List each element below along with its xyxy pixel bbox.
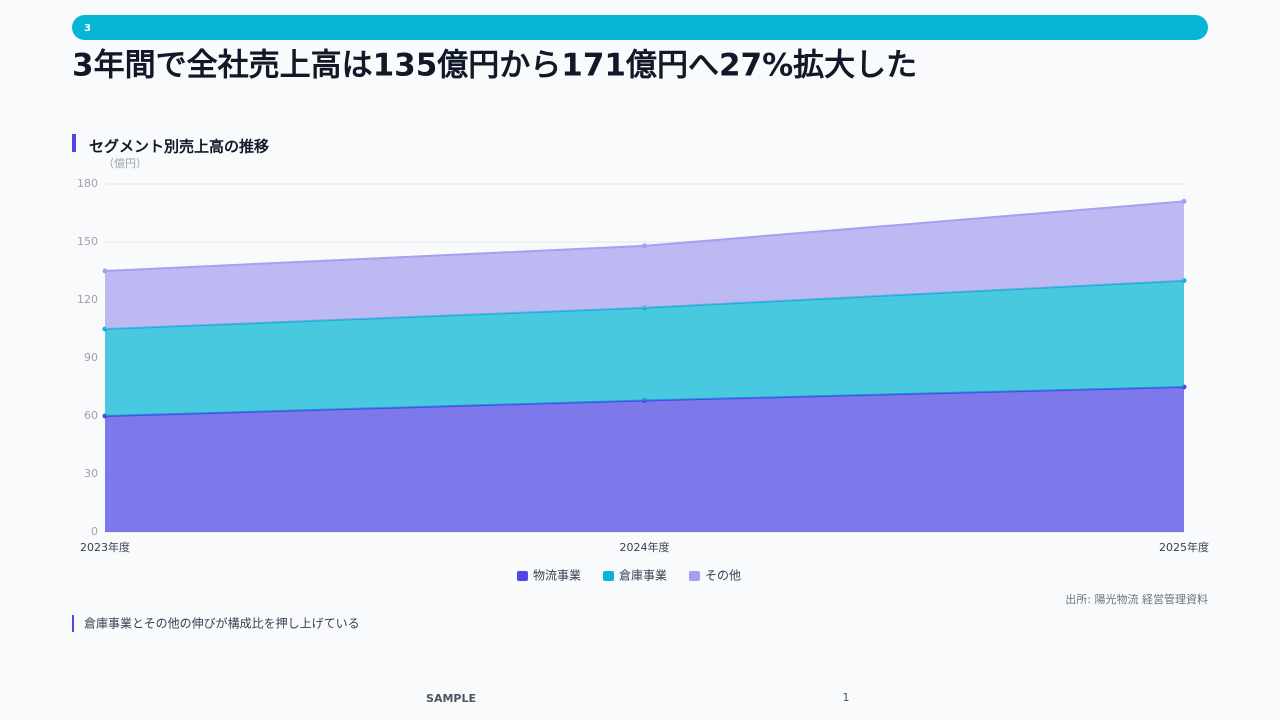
page-number: 1: [843, 691, 850, 704]
y-tick-label: 30: [84, 467, 98, 480]
footer-label: SAMPLE: [426, 692, 476, 705]
area: [105, 387, 1184, 532]
legend-label: その他: [705, 569, 741, 583]
plot: 0 30 60 90 120 150 180 2023年度 2024年度 2025年度: [77, 177, 1209, 554]
x-tick-label: 2024年度: [620, 540, 670, 554]
x-tick-label: 2023年度: [80, 540, 130, 554]
data-point: [642, 243, 647, 249]
slide-title: 3年間で全社売上高は135億円から171億円へ27%拡大した: [72, 48, 917, 84]
y-axis-label: （億円）: [103, 157, 147, 170]
note-accent: [72, 615, 74, 632]
legend-swatch: [603, 571, 614, 581]
note: 倉庫事業とその他の伸びが構成比を押し上げている: [84, 616, 360, 631]
y-tick-label: 150: [77, 235, 98, 248]
legend-label: 倉庫事業: [619, 569, 667, 583]
y-tick-label: 180: [77, 177, 98, 190]
legend-swatch: [517, 571, 528, 581]
legend-label: 物流事業: [533, 569, 581, 583]
data-point: [1181, 198, 1187, 204]
y-tick-label: 120: [77, 293, 98, 306]
header-bar: [72, 15, 1208, 40]
area: [105, 201, 1184, 329]
y-tick-label: 0: [91, 525, 98, 538]
legend: 物流事業 倉庫事業 その他: [517, 569, 741, 583]
data-point: [102, 268, 108, 274]
x-tick-label: 2025年度: [1159, 540, 1209, 554]
heading-accent: [72, 134, 76, 152]
y-tick-label: 90: [84, 351, 98, 364]
y-tick-label: 60: [84, 409, 98, 422]
area: [105, 280, 1184, 416]
legend-swatch: [689, 571, 700, 581]
chart-title: セグメント別売上高の推移: [89, 138, 269, 156]
source: 出所: 陽光物流 経営管理資料: [1065, 592, 1208, 606]
section-number: 3: [84, 23, 91, 34]
